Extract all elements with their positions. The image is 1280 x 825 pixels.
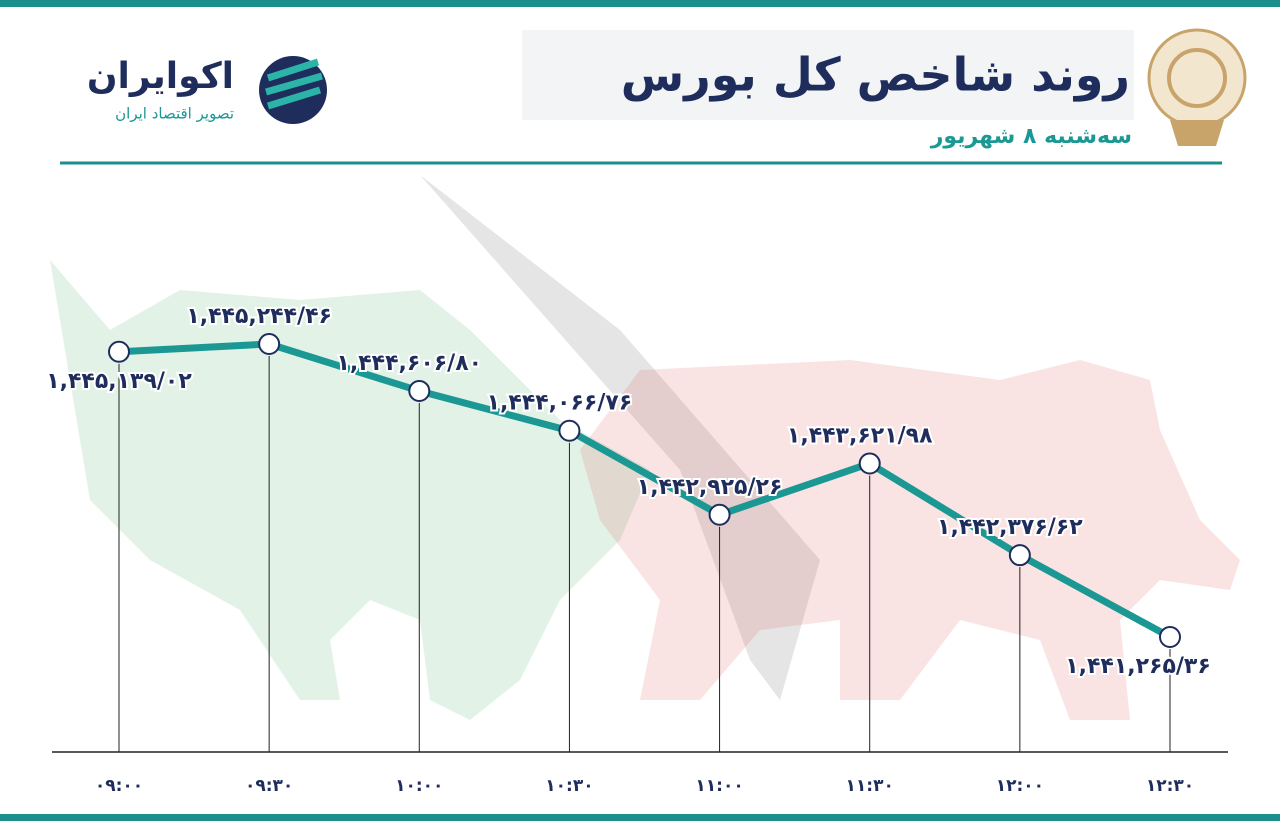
data-point: [1008, 544, 1031, 567]
data-label: ۱,۴۴۲,۹۲۵/۲۶: [637, 475, 783, 500]
data-point: [858, 452, 881, 475]
x-tick-label: ۱۱:۰۰: [695, 776, 743, 796]
data-label: ۱,۴۴۵,۱۳۹/۰۲: [46, 369, 192, 394]
chart-title: روند شاخص کل بورس: [621, 48, 1130, 102]
bull-shape: [50, 260, 650, 720]
data-label: ۱,۴۴۴,۶۰۶/۸۰: [336, 351, 482, 376]
x-tick-label: ۱۰:۳۰: [545, 776, 593, 796]
data-point: [108, 340, 130, 363]
x-tick-label: ۱۲:۰۰: [996, 776, 1044, 796]
x-tick-label: ۰۹:۳۰: [245, 776, 293, 796]
data-point: [258, 333, 281, 355]
data-point: [558, 419, 581, 442]
x-tick-label: ۱۱:۳۰: [846, 776, 894, 796]
data-point: [408, 379, 431, 402]
data-label: ۱,۴۴۴,۰۶۶/۷۶: [487, 391, 633, 416]
x-tick-label: ۱۰:۰۰: [395, 776, 443, 796]
data-label: ۱,۴۴۳,۶۲۱/۹۸: [787, 423, 933, 448]
x-tick-label: ۰۹:۰۰: [95, 776, 143, 796]
data-point: [1159, 626, 1181, 648]
exchange-logo-ring: [1167, 48, 1227, 108]
brand-tagline: تصویر اقتصاد ایران: [115, 105, 234, 123]
data-label: ۱,۴۴۲,۳۷۶/۶۲: [937, 515, 1083, 540]
bottom-bar: [0, 814, 1280, 821]
data-label: ۱,۴۴۵,۲۴۴/۴۶: [186, 304, 332, 329]
brand-logo-stripes: [265, 58, 323, 110]
exchange-logo: [1147, 28, 1247, 128]
x-tick-label: ۱۲:۳۰: [1146, 776, 1194, 796]
data-label: ۱,۴۴۱,۲۶۵/۳۶: [1065, 654, 1211, 679]
subtitle: سه‌شنبه ۸ شهریور: [930, 124, 1132, 149]
bear-shape: [580, 360, 1240, 720]
top-bar: [0, 0, 1280, 7]
exchange-logo-base: [1170, 120, 1224, 146]
title-box: [522, 30, 1134, 120]
brand-name: اکوایران: [87, 56, 234, 97]
data-point: [708, 503, 731, 526]
series-line: [118, 340, 1172, 641]
